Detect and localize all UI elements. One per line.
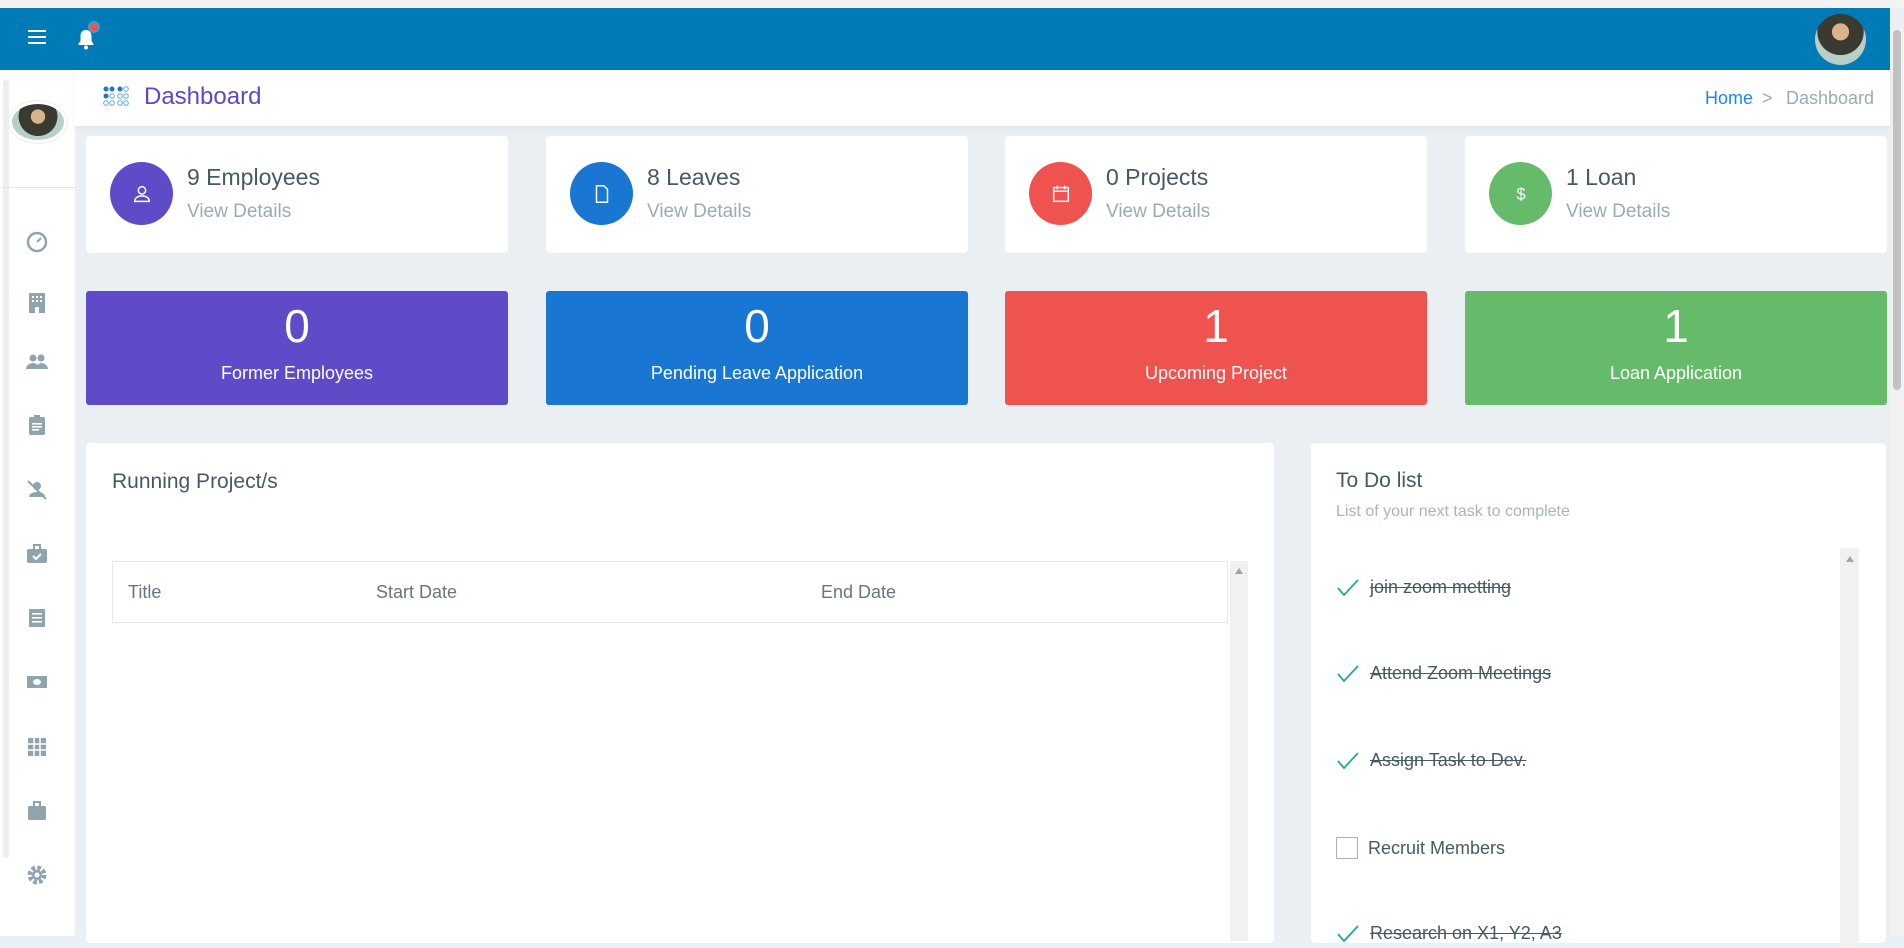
projects-table-header — [112, 561, 1228, 623]
people-icon[interactable] — [25, 350, 49, 374]
counter-value: 1 — [1203, 300, 1229, 352]
view-details-link[interactable]: View Details — [1106, 201, 1211, 222]
column-header[interactable]: Start Date — [376, 582, 458, 602]
column-header[interactable]: End Date — [821, 582, 897, 602]
sidebar-divider — [0, 187, 75, 188]
todo-text: join zoom metting — [1370, 577, 1512, 597]
stat-icon-circle — [570, 162, 633, 225]
running-projects-card — [86, 443, 1274, 943]
stat-title: 0 Projects — [1106, 164, 1209, 190]
dollar-icon: $ — [1516, 185, 1525, 203]
check-icon[interactable] — [1336, 924, 1360, 944]
counter-label: Pending Leave Application — [650, 363, 864, 383]
clipboard-icon[interactable] — [25, 413, 49, 437]
briefcase-icon[interactable] — [25, 799, 49, 823]
stat-title: 1 Loan — [1566, 164, 1637, 190]
stat-card: $ 1 Loan View Details — [1465, 136, 1887, 253]
building-icon[interactable] — [25, 291, 49, 315]
todo-text: Recruit Members — [1368, 837, 1506, 858]
top-bar — [0, 8, 1890, 70]
running-projects-title: Running Project/s — [112, 470, 278, 493]
stat-card: 8 Leaves View Details — [546, 136, 968, 253]
todo-card — [1311, 443, 1886, 943]
briefcase-check-icon[interactable] — [25, 542, 49, 566]
stat-card: 0 Projects View Details — [1005, 136, 1427, 253]
grid-icon[interactable] — [25, 735, 49, 759]
todo-item[interactable]: Attend Zoom Meetings — [1336, 663, 1551, 684]
user-icon — [133, 185, 150, 202]
svg-text:$: $ — [1516, 185, 1525, 203]
file-icon — [595, 184, 608, 203]
todo-subtitle: List of your next task to complete — [1336, 503, 1570, 520]
sidebar — [0, 70, 75, 936]
page-title: Dashboard — [144, 83, 262, 110]
breadcrumb-separator-icon: > — [1762, 88, 1773, 108]
stat-title: 8 Leaves — [647, 164, 741, 190]
person-off-icon[interactable] — [25, 478, 49, 502]
column-header[interactable]: Title — [128, 582, 162, 602]
view-details-link[interactable]: View Details — [187, 201, 292, 222]
counter-card[interactable]: 1 Upcoming Project — [1005, 291, 1427, 405]
counter-label: Upcoming Project — [1144, 363, 1288, 383]
scroll-up-icon[interactable] — [1846, 556, 1854, 562]
counter-value: 0 — [284, 300, 310, 352]
counter-value: 0 — [744, 300, 770, 352]
page-scrollbar-thumb[interactable] — [1893, 30, 1901, 390]
browser-edge — [0, 0, 1904, 8]
counter-value: 1 — [1663, 300, 1689, 352]
breadcrumb-home[interactable]: Home — [1705, 88, 1754, 108]
todo-item[interactable]: join zoom metting — [1336, 577, 1511, 598]
stat-icon-circle — [1029, 162, 1092, 225]
counter-label: Loan Application — [1609, 363, 1743, 383]
todo-item[interactable]: Recruit Members — [1336, 837, 1505, 859]
bell-icon[interactable] — [76, 28, 96, 50]
counter-label: Former Employees — [220, 363, 374, 383]
todo-scrollbar[interactable] — [1840, 548, 1859, 948]
todo-title: To Do list — [1336, 469, 1423, 492]
money-icon[interactable] — [25, 670, 49, 694]
sidebar-avatar[interactable] — [12, 104, 64, 140]
dashboard-grid-icon — [103, 86, 129, 106]
check-icon[interactable] — [1336, 664, 1360, 684]
projects-table-scrollbar[interactable] — [1230, 561, 1248, 941]
counter-card[interactable]: 1 Loan Application — [1465, 291, 1887, 405]
view-details-link[interactable]: View Details — [1566, 201, 1671, 222]
breadcrumb-current: Dashboard — [1786, 88, 1875, 108]
gear-icon[interactable] — [25, 863, 49, 887]
stat-card: 9 Employees View Details — [86, 136, 508, 253]
calendar-icon — [1052, 185, 1069, 202]
stat-icon-circle — [110, 162, 173, 225]
check-icon[interactable] — [1336, 751, 1360, 771]
todo-item[interactable]: Assign Task to Dev. — [1336, 750, 1526, 771]
stat-title: 9 Employees — [187, 164, 320, 190]
check-icon[interactable] — [1336, 578, 1360, 598]
todo-checkbox[interactable] — [1336, 837, 1358, 859]
sidebar-scrollbar[interactable] — [3, 80, 9, 858]
todo-text: Assign Task to Dev. — [1370, 750, 1527, 770]
counter-card[interactable]: 0 Pending Leave Application — [546, 291, 968, 405]
dashboard-icon[interactable] — [25, 230, 49, 254]
user-avatar[interactable] — [1815, 14, 1866, 65]
todo-item[interactable]: Research on X1, Y2, A3 — [1336, 923, 1562, 944]
page-header — [75, 70, 1890, 126]
list-icon[interactable] — [25, 606, 49, 630]
hamburger-icon[interactable] — [28, 30, 46, 44]
scroll-up-icon[interactable] — [1235, 568, 1243, 574]
stat-icon-circle: $ — [1489, 162, 1552, 225]
counter-card[interactable]: 0 Former Employees — [86, 291, 508, 405]
todo-text: Research on X1, Y2, A3 — [1370, 923, 1562, 943]
notification-badge — [90, 23, 98, 31]
view-details-link[interactable]: View Details — [647, 201, 752, 222]
todo-text: Attend Zoom Meetings — [1370, 663, 1552, 683]
